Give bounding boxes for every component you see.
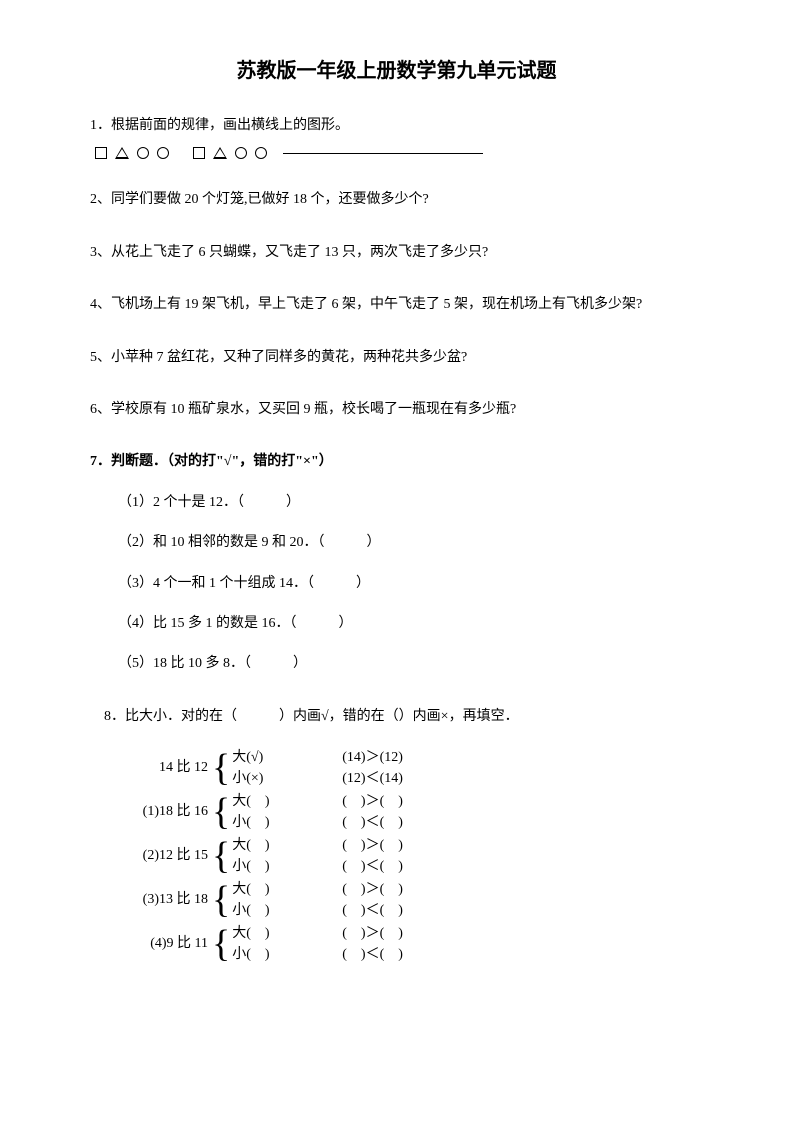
q8-row-2-top-right: ( )＞( ) <box>342 835 403 856</box>
q8-row-2-label: (2)12 比 15 <box>132 845 212 867</box>
q8-example-row: 14 比 12 { 大(√) (14)＞(12) 小(×) (12)＜(14) <box>132 746 703 790</box>
q8-row-4: (4)9 比 11 { 大( ) ( )＞( ) 小( ) ( )＜( ) <box>132 922 703 966</box>
q8-row-3-label: (3)13 比 18 <box>132 889 212 911</box>
pattern-shapes <box>95 147 703 159</box>
q8-row-1-bottom-left: 小( ) <box>232 812 307 833</box>
q8-row-4-label: (4)9 比 11 <box>132 933 212 955</box>
brace-icon: { <box>212 751 230 785</box>
brace-icon: { <box>212 927 230 961</box>
q8-row-2-top-left: 大( ) <box>232 835 307 856</box>
question-1-text: 1．根据前面的规律，画出横线上的图形。 <box>90 115 703 137</box>
brace-icon: { <box>212 883 230 917</box>
question-5: 5、小苹种 7 盆红花，又种了同样多的黄花，两种花共多少盆? <box>90 347 703 369</box>
q8-row-1: (1)18 比 16 { 大( ) ( )＞( ) 小( ) ( )＜( ) <box>132 790 703 834</box>
question-1: 1．根据前面的规律，画出横线上的图形。 <box>90 115 703 159</box>
q8-row-1-top-right: ( )＞( ) <box>342 791 403 812</box>
q8-example-bottom-left: 小(×) <box>232 768 307 789</box>
question-3: 3、从花上飞走了 6 只蝴蝶，又飞走了 13 只，两次飞走了多少只? <box>90 242 703 264</box>
q8-row-4-top-left: 大( ) <box>232 923 307 944</box>
q8-row-4-top-right: ( )＞( ) <box>342 923 403 944</box>
brace-icon: { <box>212 839 230 873</box>
question-8-heading: 8．比大小．对的在（ ）内画√，错的在（）内画×，再填空． <box>104 706 703 728</box>
triangle-icon <box>115 147 129 159</box>
circle-icon <box>255 147 267 159</box>
question-7: 7．判断题．（对的打"√"，错的打"×"） （1）2 个十是 12．（ ） （2… <box>90 451 703 675</box>
q8-example-bottom-right: (12)＜(14) <box>342 768 403 789</box>
question-2: 2、同学们要做 20 个灯笼,已做好 18 个，还要做多少个? <box>90 189 703 211</box>
q7-item-4: （4）比 15 多 1 的数是 16．（ ） <box>118 613 703 635</box>
q8-row-3-top-right: ( )＞( ) <box>342 879 403 900</box>
q8-row-4-bottom-left: 小( ) <box>232 944 307 965</box>
answer-blank-line <box>283 153 483 154</box>
q8-comparison-table: 14 比 12 { 大(√) (14)＞(12) 小(×) (12)＜(14) … <box>132 746 703 966</box>
square-icon <box>95 147 107 159</box>
q8-row-1-bottom-right: ( )＜( ) <box>342 812 403 833</box>
q7-item-3: （3）4 个一和 1 个十组成 14．（ ） <box>118 573 703 595</box>
q8-example-top-left: 大(√) <box>232 747 307 768</box>
question-8: 8．比大小．对的在（ ）内画√，错的在（）内画×，再填空． 14 比 12 { … <box>90 706 703 966</box>
circle-icon <box>137 147 149 159</box>
q8-row-1-label: (1)18 比 16 <box>132 801 212 823</box>
triangle-icon <box>213 147 227 159</box>
q8-row-3-top-left: 大( ) <box>232 879 307 900</box>
circle-icon <box>157 147 169 159</box>
question-6: 6、学校原有 10 瓶矿泉水，又买回 9 瓶，校长喝了一瓶现在有多少瓶? <box>90 399 703 421</box>
q8-row-3-bottom-right: ( )＜( ) <box>342 900 403 921</box>
q8-example-label: 14 比 12 <box>132 757 212 779</box>
q8-row-2-bottom-left: 小( ) <box>232 856 307 877</box>
q8-row-3-bottom-left: 小( ) <box>232 900 307 921</box>
q8-example-top-right: (14)＞(12) <box>342 747 403 768</box>
q8-row-2: (2)12 比 15 { 大( ) ( )＞( ) 小( ) ( )＜( ) <box>132 834 703 878</box>
document-title: 苏教版一年级上册数学第九单元试题 <box>90 55 703 87</box>
q8-row-2-bottom-right: ( )＜( ) <box>342 856 403 877</box>
q8-row-3: (3)13 比 18 { 大( ) ( )＞( ) 小( ) ( )＜( ) <box>132 878 703 922</box>
circle-icon <box>235 147 247 159</box>
q7-item-2: （2）和 10 相邻的数是 9 和 20．（ ） <box>118 532 703 554</box>
brace-icon: { <box>212 795 230 829</box>
q7-item-5: （5）18 比 10 多 8．（ ） <box>118 653 703 675</box>
square-icon <box>193 147 205 159</box>
q8-row-4-bottom-right: ( )＜( ) <box>342 944 403 965</box>
q7-item-1: （1）2 个十是 12．（ ） <box>118 492 703 514</box>
q8-row-1-top-left: 大( ) <box>232 791 307 812</box>
question-4: 4、飞机场上有 19 架飞机，早上飞走了 6 架，中午飞走了 5 架，现在机场上… <box>90 294 703 316</box>
question-7-heading: 7．判断题．（对的打"√"，错的打"×"） <box>90 451 703 473</box>
